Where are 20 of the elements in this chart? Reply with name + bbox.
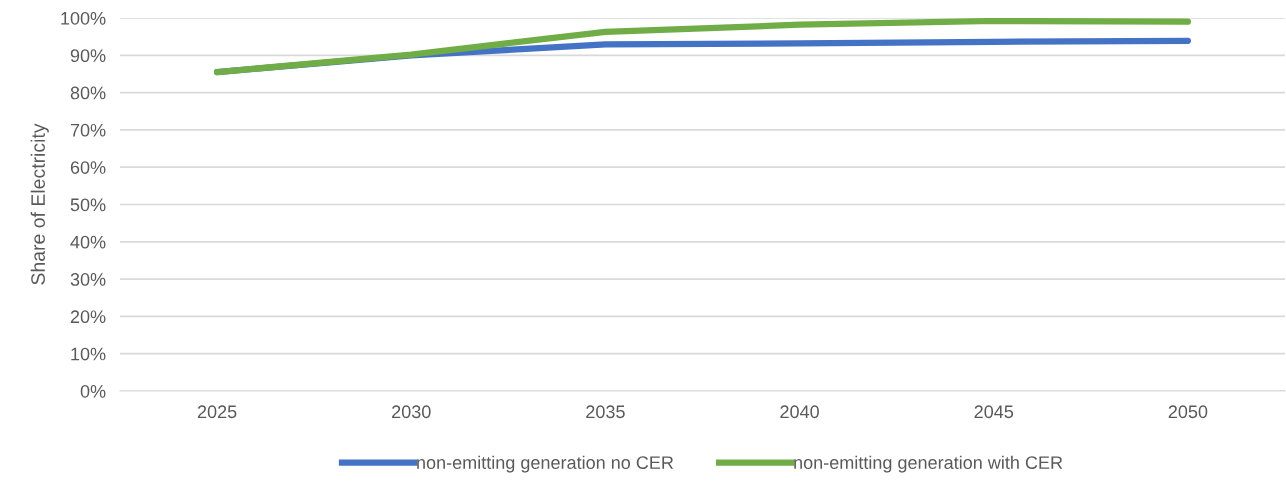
y-tick-label: 20% <box>70 310 106 324</box>
x-tick-label: 2035 <box>586 405 625 419</box>
y-tick-label: 50% <box>70 198 106 212</box>
legend-label: non-emitting generation no CER <box>417 455 674 473</box>
y-tick-label: 70% <box>70 123 106 137</box>
x-tick-label: 2030 <box>392 405 431 419</box>
legend-label: non-emitting generation with CER <box>794 455 1063 473</box>
y-tick-label: 40% <box>70 235 106 249</box>
y-tick-label: 90% <box>70 49 106 63</box>
y-tick-label: 60% <box>70 161 106 174</box>
y-tick-label: 10% <box>71 347 106 361</box>
y-tick-label: 100% <box>61 11 106 25</box>
x-tick-label: 2050 <box>1168 405 1208 419</box>
y-tick-label: 80% <box>70 86 106 100</box>
y-axis-title: Share of Electricity <box>30 123 49 285</box>
x-tick-label: 2040 <box>780 405 819 419</box>
x-tick-label: 2025 <box>197 405 237 419</box>
y-tick-label: 0% <box>80 384 106 398</box>
x-tick-label: 2045 <box>974 405 1014 419</box>
y-tick-label: 30% <box>70 273 106 286</box>
